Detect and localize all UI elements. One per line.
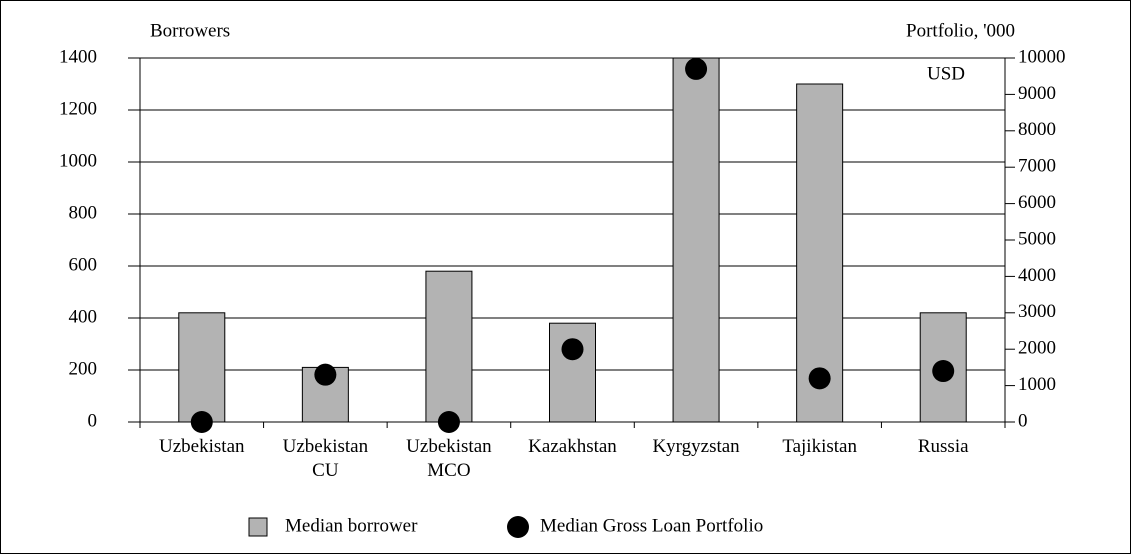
x-tick-label: Kazakhstan [528, 436, 617, 457]
y2-tick-label: 1000 [1018, 374, 1056, 395]
dot [808, 367, 831, 390]
x-tick-label: Kyrgyzstan [652, 436, 740, 457]
dot [685, 57, 708, 80]
y-tick-label: 600 [69, 254, 98, 275]
y-tick-label: 1400 [59, 46, 97, 67]
y-tick-label: 1000 [59, 150, 97, 171]
dot [437, 411, 460, 433]
y2-tick-label: 10000 [1018, 46, 1066, 67]
y2-tick-label: 9000 [1018, 83, 1056, 104]
dot [561, 338, 584, 361]
y-tick-label: 200 [69, 358, 98, 379]
x-tick-label: Uzbekistan CU [283, 436, 369, 481]
y-tick-label: 1200 [59, 98, 97, 119]
x-tick-label: Uzbekistan [159, 436, 245, 457]
x-tick-label: Russia [918, 436, 969, 457]
x-tick-label: Tajikistan [782, 436, 857, 457]
y-axis-label: Borrowers [150, 20, 230, 41]
y2-tick-label: 5000 [1018, 228, 1056, 249]
y2-tick-label: 4000 [1018, 265, 1056, 286]
x-tick-label: Uzbekistan MCO [406, 436, 492, 481]
y2-axis-label: USD [927, 63, 965, 84]
y2-tick-label: 2000 [1018, 338, 1056, 359]
bar [178, 312, 226, 423]
bar [425, 270, 473, 423]
bar [549, 322, 596, 423]
bar [672, 57, 720, 423]
y-tick-label: 400 [69, 306, 98, 327]
dot [932, 360, 955, 383]
y2-tick-label: 6000 [1018, 192, 1056, 213]
legend-swatch [248, 517, 268, 537]
legend-label: Median borrower [285, 515, 418, 536]
y2-tick-label: 0 [1018, 410, 1028, 431]
bar [796, 83, 844, 423]
y2-tick-label: 8000 [1018, 119, 1056, 140]
y-tick-label: 0 [88, 410, 98, 431]
legend-label: Median Gross Loan Portfolio [540, 515, 763, 536]
y-tick-label: 800 [69, 202, 98, 223]
y2-tick-label: 3000 [1018, 301, 1056, 322]
y2-axis-label: Portfolio, '000 [906, 20, 1015, 41]
dot [190, 411, 213, 433]
dot [314, 363, 337, 386]
y2-tick-label: 7000 [1018, 156, 1056, 177]
legend-swatch [507, 516, 529, 538]
